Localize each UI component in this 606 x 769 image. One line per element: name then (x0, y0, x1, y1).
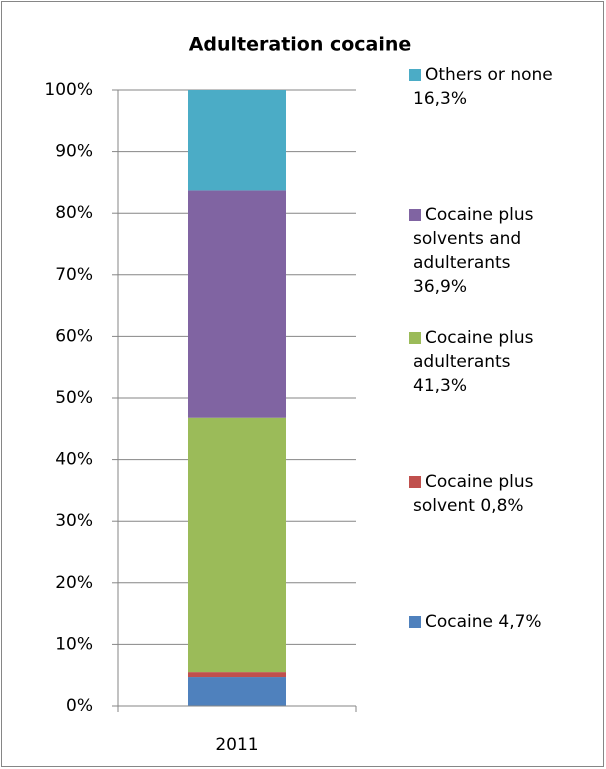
bar-segment (188, 190, 286, 418)
y-tick-label: 60% (55, 326, 93, 346)
y-tick-label: 20% (55, 573, 93, 593)
bar-segment (188, 417, 286, 673)
y-tick-label: 70% (55, 265, 93, 285)
legend-label: Cocaine plus solvents and adulterants 36,9% (413, 205, 534, 297)
y-tick-label: 100% (44, 80, 93, 100)
legend-label: Cocaine 4,7% (425, 612, 542, 632)
y-tick-label: 0% (66, 696, 93, 716)
bar-segment (188, 677, 286, 706)
legend-swatch (409, 209, 421, 221)
legend-label: Others or none 16,3% (413, 65, 553, 109)
bar-segment (188, 672, 286, 678)
legend-swatch (409, 616, 421, 628)
chart-title: Adulteration cocaine (189, 34, 412, 56)
y-tick-label: 30% (55, 511, 93, 531)
legend-swatch (409, 332, 421, 344)
legend-label: Cocaine plus adulterants 41,3% (413, 328, 534, 396)
y-tick-label: 80% (55, 203, 93, 223)
y-tick-label: 10% (55, 634, 93, 654)
legend-swatch (409, 69, 421, 81)
y-tick-label: 40% (55, 450, 93, 470)
y-tick-label: 90% (55, 142, 93, 162)
legend-label: Cocaine plus solvent 0,8% (413, 472, 534, 516)
legend-swatch (409, 476, 421, 488)
x-tick-label: 2011 (215, 735, 258, 755)
bar-segment (188, 90, 286, 191)
y-tick-label: 50% (55, 388, 93, 408)
